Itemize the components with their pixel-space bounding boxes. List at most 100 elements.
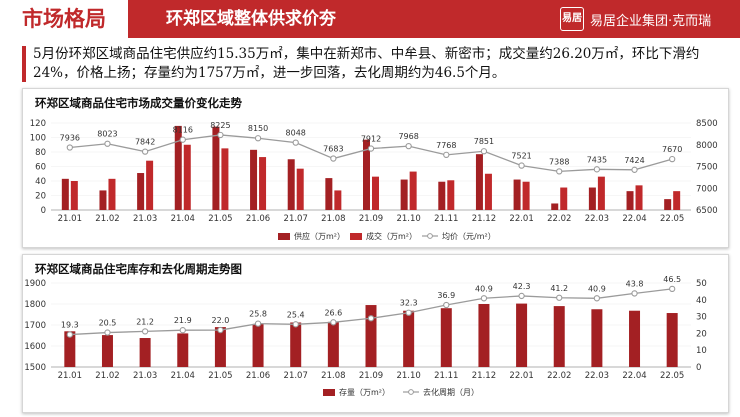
line-data-label: 7521 [511,152,531,161]
line-data-label: 21.2 [136,317,154,326]
x-tick-label: 22.03 [585,214,609,224]
left-axis-tick-label: 1900 [24,279,46,289]
x-tick-label: 21.04 [171,371,195,381]
bar-primary [61,178,69,210]
x-tick-label: 22.04 [622,214,646,224]
x-tick-label: 22.04 [622,371,646,381]
line-point [254,135,262,142]
bar-primary [438,181,446,210]
bar-secondary [673,191,681,210]
bar-primary [475,154,483,210]
x-tick-label: 21.02 [95,371,119,381]
left-axis-tick-label: 60 [35,163,46,173]
x-tick-label: 21.12 [472,214,496,224]
line-data-label: 7388 [549,157,569,166]
line-point [480,295,488,302]
x-tick-label: 22.02 [547,371,571,381]
right-axis-tick-label: 7500 [696,163,718,173]
x-tick-label: 21.06 [246,214,270,224]
line-point [141,148,149,155]
x-tick-label: 22.01 [509,371,533,381]
x-tick-label: 21.02 [95,214,119,224]
line-point [367,145,375,152]
left-axis-tick-label: 1800 [24,300,46,310]
right-axis-tick-label: 8000 [696,141,718,151]
line-point [330,155,337,162]
line-point [66,331,73,338]
line-point [179,327,186,334]
x-tick-label: 21.06 [246,371,270,381]
line-data-label: 42.3 [513,282,531,291]
line-point [217,326,224,334]
x-tick-label: 22.05 [660,371,684,381]
summary-text: 5月份环郑区域商品住宅供应约15.35万㎡，集中在新郑市、中牟县、新密市；成交量… [33,46,700,81]
bar-primary [290,322,302,367]
price-volume-chart: 0 20 40 60 80 100 120 6500 7000 7500 8000 8500 21.01… [30,119,718,241]
bar-primary [365,305,377,367]
legend-label: 去化周期（月） [423,387,479,397]
bar-primary [137,173,145,210]
line-data-label: 8150 [248,124,268,133]
line-data-label: 7936 [60,134,80,143]
legend-label: 存量（万m²） [339,387,390,397]
bar-secondary [146,160,154,210]
price-volume-chart-panel: 环郑区域商品住宅市场成交量价变化走势 0 20 40 60 80 100 120 6500 70… [22,88,729,248]
legend-marker [427,233,433,239]
legend-swatch [278,233,290,240]
x-tick-label: 21.07 [284,371,308,381]
line-point [405,309,412,316]
bar-primary [626,191,634,210]
x-tick-label: 21.03 [133,371,157,381]
line-point [254,320,262,327]
bar-primary [513,179,521,210]
bar-primary [629,310,641,367]
x-tick-label: 21.01 [58,214,82,224]
summary-accent [22,46,26,82]
bar-primary [400,179,408,210]
line-point [292,139,299,146]
bar-secondary [560,187,568,210]
bar-primary [139,338,151,367]
legend-label: 成交（万m²） [366,231,417,241]
bar-primary [250,149,258,210]
line-data-label: 40.9 [588,284,606,293]
header-bar: 市场格局 环郑区域整体供求价夯 易居 易居企业集团·克而瑞 [0,0,740,38]
bar-secondary [597,176,605,210]
bar-secondary [522,181,530,210]
bar-secondary [108,178,116,210]
bar-primary [553,306,565,367]
line-point [179,136,186,143]
bar-primary [478,304,490,367]
bar-secondary [372,176,379,210]
line-data-label: 20.5 [99,319,117,328]
right-axis-tick-label: 6500 [696,206,718,216]
legend-label: 供应（万m²） [294,231,345,241]
legend-label: 均价（元/m²） [442,231,496,241]
x-tick-label: 21.12 [472,371,496,381]
bar-secondary [484,173,492,210]
bar-primary [99,190,107,210]
right-axis-tick-label: 10 [696,346,707,356]
x-tick-label: 21.11 [434,371,458,381]
line-point [631,290,638,297]
bar-secondary [447,180,455,210]
bar-primary [101,335,113,367]
legend-marker [408,389,414,395]
bar-primary [666,313,678,367]
x-tick-label: 21.11 [434,214,458,224]
left-axis-tick-label: 40 [35,177,46,187]
bar-primary [516,303,528,367]
bar-primary [440,308,452,367]
line-point [367,315,375,322]
bar-primary [177,333,189,367]
line-point [556,294,563,301]
bar-primary [212,126,220,210]
x-tick-label: 21.05 [208,371,232,381]
left-axis-tick-label: 1600 [24,342,46,352]
x-tick-label: 21.08 [321,371,345,381]
inventory-cycle-chart-panel: 环郑区域商品住宅库存和去化周期走势图 1500 1600 1700 1800 1900 0… [22,254,729,413]
brand-name: 易居企业集团·克而瑞 [590,13,712,29]
right-axis-tick-label: 20 [696,329,707,339]
line-point [631,166,638,173]
line-point [443,301,450,309]
